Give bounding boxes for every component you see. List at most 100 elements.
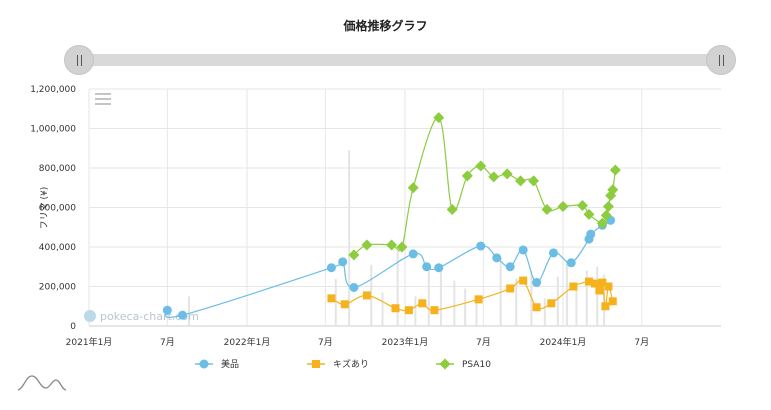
legend-label-kizuari: キズあり [333,358,369,370]
x-tick-label: 2024年1月 [540,336,587,348]
volume-bar [475,302,478,326]
grip-line-icon [77,55,78,66]
grid [88,88,721,327]
grip-line-icon [719,55,720,66]
data-point-psa10 [361,239,373,251]
data-point-psa10 [461,170,473,182]
volume-bar [543,298,546,326]
data-point-bihin [548,248,558,258]
volume-bar [187,296,190,326]
volume-bar [464,288,467,326]
data-point-bihin [518,245,528,255]
y-axis-label: フリマ (¥) [40,187,50,230]
data-point-bihin [434,263,444,273]
data-point-kizuari [608,297,617,306]
watermark-text: pokeca-chart.com [100,310,199,323]
volume-bars [187,150,606,326]
data-point-psa10 [596,217,608,229]
data-point-psa10 [557,201,569,213]
x-tick-label: 7月 [476,337,491,348]
volume-bar [556,276,559,326]
series-line-psa10 [353,117,616,256]
data-point-psa10 [583,208,595,220]
data-point-psa10 [515,175,527,187]
data-point-psa10 [501,168,513,180]
data-point-kizuari [595,286,604,295]
data-point-kizuari [430,306,439,315]
data-point-bihin [476,241,486,251]
volume-bar [396,250,399,326]
y-tick-label: 200,000 [39,283,76,293]
data-point-kizuari [327,294,336,303]
data-point-kizuari [604,282,613,291]
volume-bar [381,292,384,326]
range-slider-left-handle[interactable] [64,45,94,75]
y-tick-label: 800,000 [39,164,76,174]
data-point-bihin [338,257,348,267]
volume-bar [515,278,518,326]
data-point-psa10 [446,203,458,215]
volume-bar [575,284,578,326]
x-tick-label: 2023年1月 [382,336,429,348]
y-tick-label: 1,000,000 [30,125,76,135]
data-point-kizuari [362,291,371,300]
range-slider-track[interactable] [79,54,721,66]
data-point-kizuari [474,295,483,304]
data-point-bihin [408,249,418,259]
data-point-kizuari [598,278,607,287]
y-axis-ticks: 0 200,000 400,000 600,000 800,000 1,000,000 1,… [30,85,76,332]
data-point-bihin [586,229,596,239]
data-point-bihin [178,310,188,320]
data-point-kizuari [601,302,610,311]
data-point-bihin [492,253,502,263]
data-point-bihin [505,262,515,272]
volume-bar [565,260,568,326]
data-point-bihin [422,262,432,272]
y-tick-label: 1,200,000 [30,85,76,95]
data-point-psa10 [488,171,500,183]
grip-line-icon [81,55,82,66]
data-point-bihin [162,305,172,315]
x-tick-label: 7月 [634,337,649,348]
range-slider-right-handle[interactable] [706,45,736,75]
chart-title: 価格推移グラフ [343,19,428,33]
data-point-psa10 [602,201,614,213]
volume-bar [439,268,442,326]
volume-bar [596,266,599,326]
legend-label-bihin: 美品 [221,358,239,370]
volume-bar [453,280,456,326]
data-point-psa10 [407,182,419,194]
data-point-psa10 [607,184,619,196]
legend-marker-bihin [199,359,209,369]
data-point-kizuari [532,303,541,312]
x-tick-label: 2021年1月 [66,336,113,348]
volume-bar [585,270,588,326]
data-point-bihin [326,263,336,273]
x-tick-label: 2022年1月 [224,336,271,348]
x-tick-label: 7月 [160,337,175,348]
volume-bar [334,278,337,326]
data-point-psa10 [386,239,398,251]
data-point-kizuari [391,304,400,313]
data-point-bihin [566,258,576,268]
volume-bar [414,296,417,326]
data-point-psa10 [348,249,360,261]
data-point-kizuari [418,299,427,308]
data-point-psa10 [433,112,445,124]
data-point-kizuari [404,306,413,315]
data-point-kizuari [506,284,515,293]
volume-bar [370,264,373,326]
watermark-logo-icon [84,310,96,322]
volume-bar [348,150,351,326]
data-point-kizuari [547,299,556,308]
series-lines [165,117,616,319]
legend-label-psa10: PSA10 [462,360,491,370]
data-point-kizuari [519,276,528,285]
data-point-kizuari [591,279,600,288]
data-point-bihin [349,282,359,292]
chart-menu-icon[interactable] [95,93,111,105]
data-point-psa10 [475,160,487,172]
y-tick-label: 0 [70,322,76,332]
y-tick-label: 600,000 [39,204,76,214]
